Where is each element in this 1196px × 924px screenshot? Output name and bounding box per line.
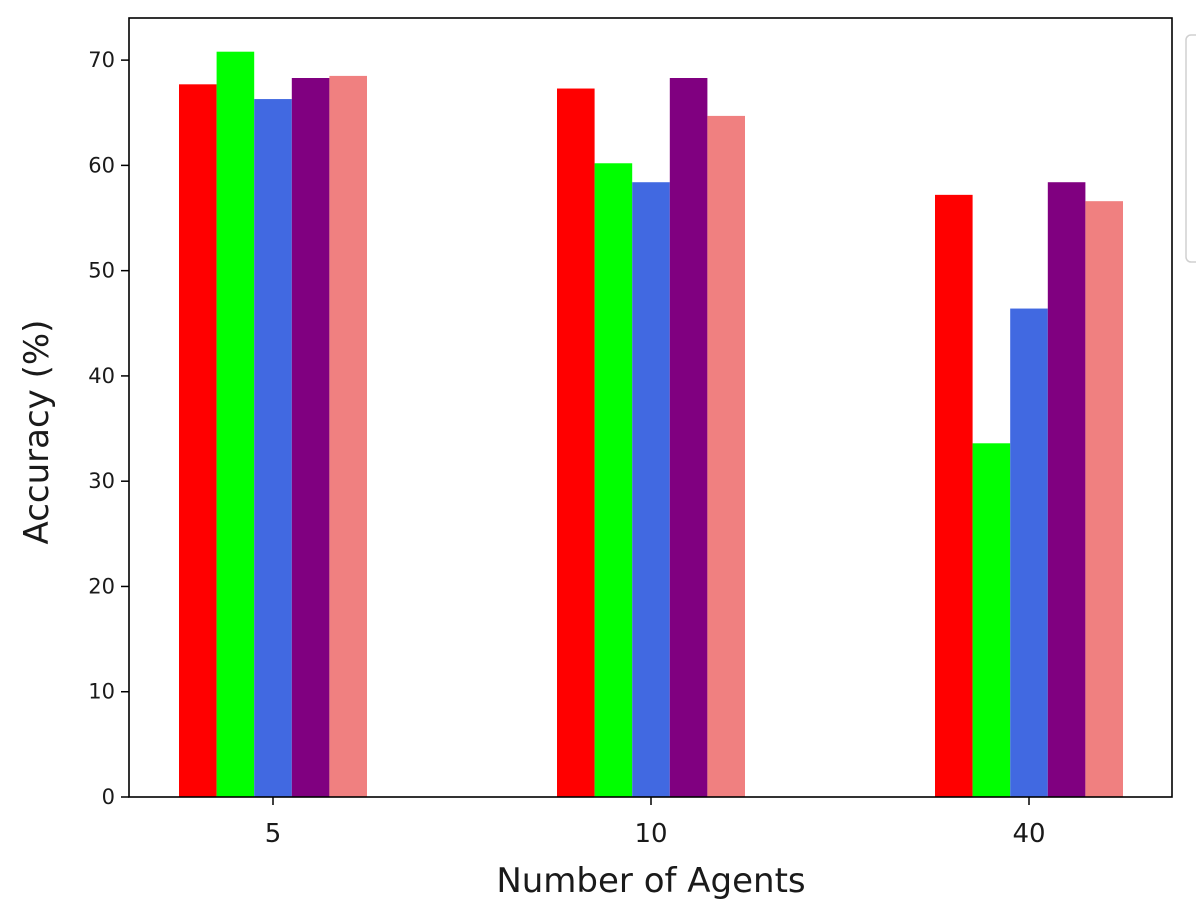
bar-series-2-40 [972,443,1011,797]
bar-series-4-5 [291,78,330,797]
bar-series-5-40 [1085,201,1123,798]
bars-layer [179,51,1123,798]
bar-series-1-40 [935,194,973,798]
bar-series-2-5 [216,51,255,797]
x-tick-label-5: 5 [265,819,282,849]
x-tick-label-40: 40 [1012,819,1045,849]
y-tick-label: 70 [88,48,115,72]
bar-series-1-10 [557,88,595,797]
bar-series-5-5 [329,75,367,797]
bar-series-3-40 [1010,308,1048,797]
y-tick-label: 50 [88,259,115,283]
bar-series-4-10 [669,78,708,797]
x-tick-label-10: 10 [634,819,667,849]
y-tick-label: 20 [88,574,115,598]
y-tick-label: 40 [88,364,115,388]
y-tick-label: 60 [88,153,115,177]
y-tick-label: 10 [88,680,115,704]
y-axis-title: Accuracy (%) [17,320,57,545]
bar-series-2-10 [594,163,633,797]
legend-frame [1185,34,1196,263]
legend [1185,34,1196,263]
bar-series-3-5 [254,99,292,797]
bar-series-1-5 [179,84,217,797]
axes-layer: 0 10 20 30 40 50 60 70 5 10 40 [88,17,1173,849]
bar-series-4-40 [1047,182,1086,798]
x-axis-title: Number of Agents [496,861,805,901]
y-tick-label: 30 [88,469,115,493]
bar-series-5-10 [707,115,745,797]
bar-series-3-10 [632,182,670,798]
y-tick-label: 0 [102,785,115,809]
